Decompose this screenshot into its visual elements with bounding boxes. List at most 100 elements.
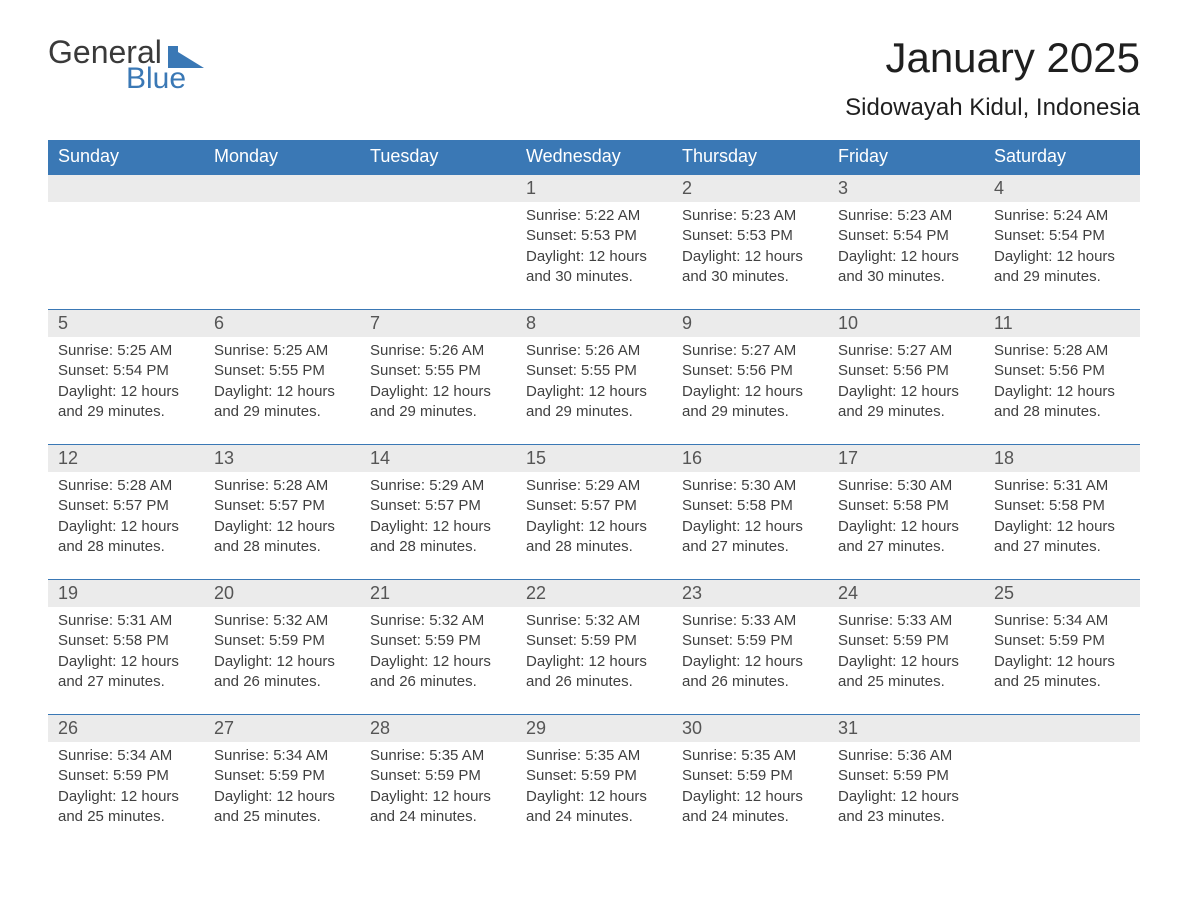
daylight-text-2: and 29 minutes. — [994, 267, 1130, 287]
day-number: 9 — [672, 310, 828, 337]
sunrise-text: Sunrise: 5:29 AM — [526, 476, 662, 496]
daylight-text-2: and 23 minutes. — [838, 807, 974, 827]
day-cell: Sunrise: 5:34 AMSunset: 5:59 PMDaylight:… — [984, 607, 1140, 714]
sunrise-text: Sunrise: 5:27 AM — [838, 341, 974, 361]
day-number: 22 — [516, 580, 672, 607]
sunset-text: Sunset: 5:59 PM — [994, 631, 1130, 651]
day-number: 8 — [516, 310, 672, 337]
sunrise-text: Sunrise: 5:24 AM — [994, 206, 1130, 226]
sunrise-text: Sunrise: 5:31 AM — [58, 611, 194, 631]
day-cell — [48, 202, 204, 309]
day-cell — [360, 202, 516, 309]
week-body-row: Sunrise: 5:31 AMSunset: 5:58 PMDaylight:… — [48, 607, 1140, 714]
day-number: 14 — [360, 445, 516, 472]
day-number: 19 — [48, 580, 204, 607]
sunset-text: Sunset: 5:58 PM — [682, 496, 818, 516]
daylight-text-2: and 29 minutes. — [526, 402, 662, 422]
sunrise-text: Sunrise: 5:34 AM — [214, 746, 350, 766]
day-cell: Sunrise: 5:35 AMSunset: 5:59 PMDaylight:… — [360, 742, 516, 849]
sunset-text: Sunset: 5:59 PM — [526, 766, 662, 786]
week-daynum-row: 12131415161718 — [48, 445, 1140, 472]
weekday-tuesday: Tuesday — [360, 140, 516, 174]
week-body-row: Sunrise: 5:25 AMSunset: 5:54 PMDaylight:… — [48, 337, 1140, 444]
calendar-week: 567891011Sunrise: 5:25 AMSunset: 5:54 PM… — [48, 309, 1140, 444]
sunrise-text: Sunrise: 5:32 AM — [370, 611, 506, 631]
day-number: 27 — [204, 715, 360, 742]
daylight-text-1: Daylight: 12 hours — [214, 382, 350, 402]
daylight-text-2: and 30 minutes. — [682, 267, 818, 287]
day-cell: Sunrise: 5:36 AMSunset: 5:59 PMDaylight:… — [828, 742, 984, 849]
daylight-text-1: Daylight: 12 hours — [682, 517, 818, 537]
day-number — [984, 715, 1140, 742]
day-cell: Sunrise: 5:29 AMSunset: 5:57 PMDaylight:… — [516, 472, 672, 579]
daylight-text-2: and 25 minutes. — [58, 807, 194, 827]
sunset-text: Sunset: 5:55 PM — [526, 361, 662, 381]
sunset-text: Sunset: 5:59 PM — [370, 766, 506, 786]
daylight-text-1: Daylight: 12 hours — [214, 787, 350, 807]
day-cell: Sunrise: 5:27 AMSunset: 5:56 PMDaylight:… — [828, 337, 984, 444]
daylight-text-1: Daylight: 12 hours — [58, 652, 194, 672]
daylight-text-1: Daylight: 12 hours — [526, 787, 662, 807]
sunrise-text: Sunrise: 5:23 AM — [682, 206, 818, 226]
day-number: 2 — [672, 175, 828, 202]
sunset-text: Sunset: 5:56 PM — [994, 361, 1130, 381]
sunset-text: Sunset: 5:57 PM — [214, 496, 350, 516]
day-number: 23 — [672, 580, 828, 607]
sunrise-text: Sunrise: 5:36 AM — [838, 746, 974, 766]
daylight-text-1: Daylight: 12 hours — [58, 787, 194, 807]
sunset-text: Sunset: 5:59 PM — [682, 766, 818, 786]
daylight-text-1: Daylight: 12 hours — [58, 517, 194, 537]
sunset-text: Sunset: 5:53 PM — [526, 226, 662, 246]
daylight-text-2: and 24 minutes. — [526, 807, 662, 827]
sunrise-text: Sunrise: 5:34 AM — [58, 746, 194, 766]
daylight-text-1: Daylight: 12 hours — [214, 652, 350, 672]
sunset-text: Sunset: 5:54 PM — [994, 226, 1130, 246]
daylight-text-1: Daylight: 12 hours — [214, 517, 350, 537]
day-cell: Sunrise: 5:31 AMSunset: 5:58 PMDaylight:… — [48, 607, 204, 714]
calendar-week: 1234Sunrise: 5:22 AMSunset: 5:53 PMDayli… — [48, 174, 1140, 309]
day-number: 12 — [48, 445, 204, 472]
sunset-text: Sunset: 5:59 PM — [682, 631, 818, 651]
day-number: 20 — [204, 580, 360, 607]
week-body-row: Sunrise: 5:28 AMSunset: 5:57 PMDaylight:… — [48, 472, 1140, 579]
day-number — [360, 175, 516, 202]
daylight-text-1: Daylight: 12 hours — [58, 382, 194, 402]
sunrise-text: Sunrise: 5:35 AM — [682, 746, 818, 766]
daylight-text-2: and 29 minutes. — [838, 402, 974, 422]
daylight-text-1: Daylight: 12 hours — [838, 652, 974, 672]
daylight-text-2: and 24 minutes. — [682, 807, 818, 827]
day-cell: Sunrise: 5:25 AMSunset: 5:54 PMDaylight:… — [48, 337, 204, 444]
day-cell: Sunrise: 5:29 AMSunset: 5:57 PMDaylight:… — [360, 472, 516, 579]
daylight-text-1: Daylight: 12 hours — [838, 787, 974, 807]
daylight-text-2: and 28 minutes. — [994, 402, 1130, 422]
daylight-text-2: and 29 minutes. — [682, 402, 818, 422]
sunset-text: Sunset: 5:57 PM — [370, 496, 506, 516]
sunrise-text: Sunrise: 5:32 AM — [214, 611, 350, 631]
day-number: 18 — [984, 445, 1140, 472]
day-cell: Sunrise: 5:35 AMSunset: 5:59 PMDaylight:… — [672, 742, 828, 849]
daylight-text-1: Daylight: 12 hours — [994, 652, 1130, 672]
sunrise-text: Sunrise: 5:28 AM — [214, 476, 350, 496]
daylight-text-2: and 26 minutes. — [370, 672, 506, 692]
weekday-saturday: Saturday — [984, 140, 1140, 174]
sunrise-text: Sunrise: 5:26 AM — [526, 341, 662, 361]
day-cell: Sunrise: 5:23 AMSunset: 5:53 PMDaylight:… — [672, 202, 828, 309]
sunset-text: Sunset: 5:53 PM — [682, 226, 818, 246]
calendar-grid: Sunday Monday Tuesday Wednesday Thursday… — [48, 140, 1140, 849]
daylight-text-2: and 28 minutes. — [214, 537, 350, 557]
sunset-text: Sunset: 5:58 PM — [58, 631, 194, 651]
day-cell — [204, 202, 360, 309]
sunset-text: Sunset: 5:54 PM — [838, 226, 974, 246]
day-cell: Sunrise: 5:30 AMSunset: 5:58 PMDaylight:… — [828, 472, 984, 579]
day-cell: Sunrise: 5:32 AMSunset: 5:59 PMDaylight:… — [360, 607, 516, 714]
daylight-text-1: Daylight: 12 hours — [994, 247, 1130, 267]
daylight-text-1: Daylight: 12 hours — [994, 382, 1130, 402]
day-number: 3 — [828, 175, 984, 202]
week-body-row: Sunrise: 5:34 AMSunset: 5:59 PMDaylight:… — [48, 742, 1140, 849]
weekday-sunday: Sunday — [48, 140, 204, 174]
sunset-text: Sunset: 5:56 PM — [838, 361, 974, 381]
weekday-monday: Monday — [204, 140, 360, 174]
daylight-text-1: Daylight: 12 hours — [526, 517, 662, 537]
daylight-text-1: Daylight: 12 hours — [370, 787, 506, 807]
brand-logo: General Blue — [48, 36, 204, 94]
